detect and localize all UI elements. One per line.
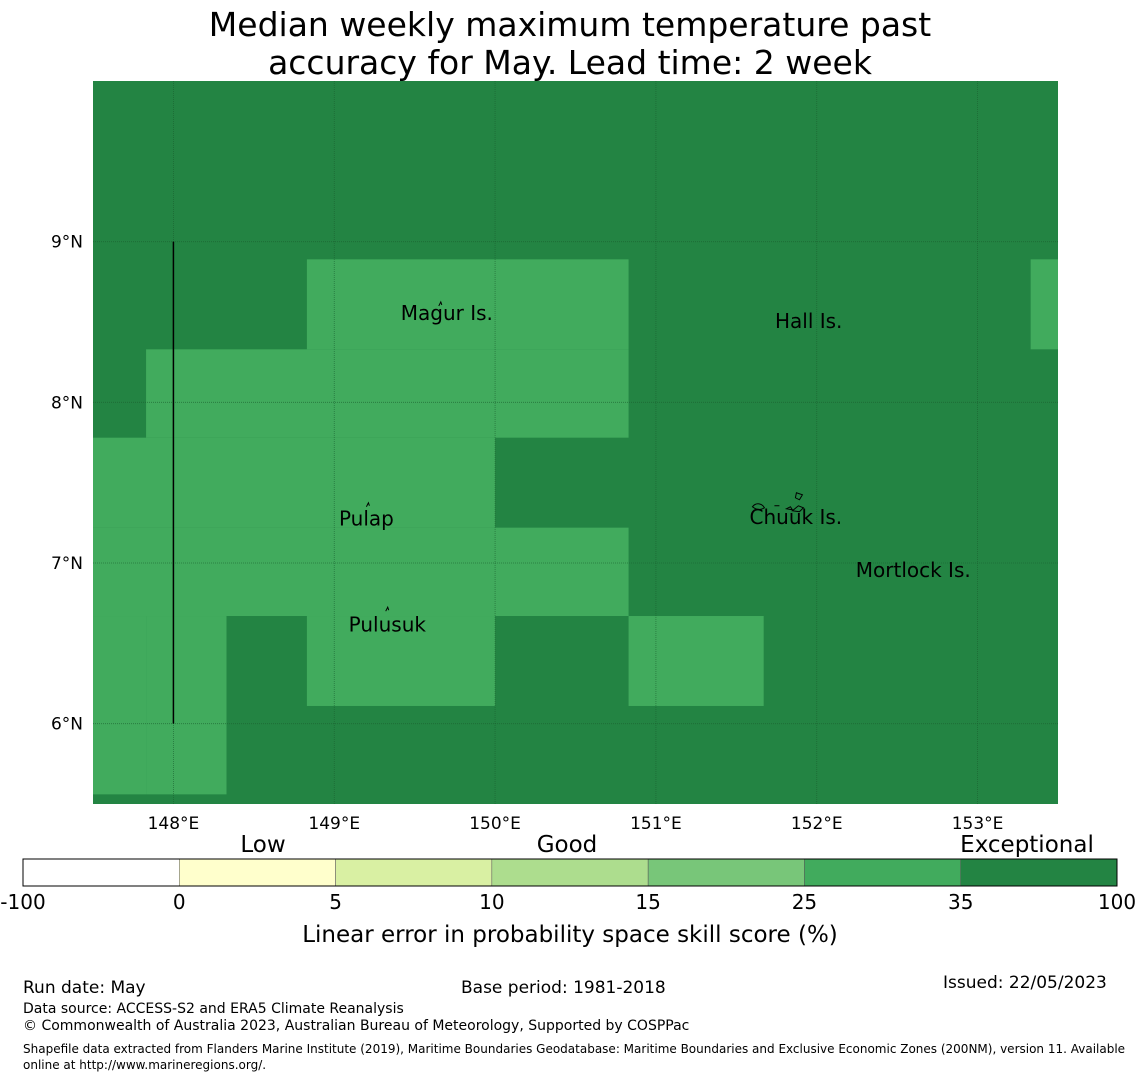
island-outline [385, 605, 390, 612]
colorbar-bin [22, 858, 180, 887]
skill-region-4 [93, 616, 147, 795]
colorbar-axis-label: Linear error in probability space skill … [302, 922, 838, 948]
lon-tick-label: 152°E [791, 814, 843, 834]
lon-tick-label: 151°E [630, 814, 682, 834]
lon-tick-label: 148°E [148, 814, 200, 834]
colorbar-tick-label: 5 [329, 890, 342, 914]
base-period: Base period: 1981-2018 [461, 978, 666, 998]
colorbar-tick-label: 15 [635, 890, 660, 914]
skill-region-8 [1030, 259, 1058, 350]
skill-region-1 [146, 349, 629, 438]
place-label: Pulusuk [349, 613, 427, 637]
colorbar-tick-label: 35 [948, 890, 973, 914]
copyright: © Commonwealth of Australia 2023, Austra… [23, 1018, 690, 1034]
colorbar-bin [804, 858, 961, 887]
skill-region-7 [628, 616, 764, 706]
place-label: Chuuk Is. [750, 505, 843, 529]
colorbar-tick-label: 25 [792, 890, 817, 914]
colorbar-bin [491, 858, 649, 887]
colorbar-frame [22, 858, 1118, 887]
place-label: Magur Is. [401, 301, 493, 325]
map-figure: 148°E 149°E 150°E 151°E 152°E 153°E 9°N 8°N 7°N 6… [0, 81, 1136, 948]
colorbar-tick-label: 100 [1098, 890, 1136, 914]
skill-region-3 [93, 527, 629, 617]
chuuk-island-outline [751, 492, 805, 513]
lon-tick-label: 153°E [952, 814, 1004, 834]
run-date: Run date: May [23, 978, 146, 998]
lat-tick-label: 8°N [51, 393, 83, 413]
data-source: Data source: ACCESS-S2 and ERA5 Climate … [23, 1001, 404, 1017]
lon-tick-label: 150°E [469, 814, 521, 834]
lat-tick-label: 9°N [51, 233, 83, 253]
colorbar-category-label: Good [537, 832, 598, 858]
issued-date: Issued: 22/05/2023 [943, 973, 1107, 993]
chart-title: Median weekly maximum temperature past a… [0, 6, 1140, 82]
title-line-2: accuracy for May. Lead time: 2 week [268, 43, 872, 82]
title-line-1: Median weekly maximum temperature past [208, 5, 932, 44]
lat-tick-label: 6°N [51, 715, 83, 735]
skill-region-5 [146, 616, 227, 795]
colorbar-category-label: Exceptional [960, 832, 1094, 858]
colorbar-bin [647, 858, 805, 887]
colorbar-tick-label: 0 [173, 890, 186, 914]
colorbar-category-label: Low [240, 832, 285, 858]
skill-region-0 [306, 259, 629, 350]
skill-region-6 [306, 616, 496, 706]
colorbar-bin [335, 858, 493, 887]
island-outline [438, 300, 443, 307]
place-label: Hall Is. [775, 309, 842, 333]
island-outline [365, 501, 370, 507]
colorbar-tick-label: -100 [0, 890, 45, 914]
shapefile-note: Shapefile data extracted from Flanders M… [23, 1042, 1126, 1072]
skill-region-2 [93, 437, 496, 528]
colorbar-tick-label: 10 [479, 890, 504, 914]
lat-tick-label: 7°N [51, 554, 83, 574]
place-label: Mortlock Is. [856, 558, 971, 582]
colorbar-bin [179, 858, 336, 887]
lon-tick-label: 149°E [308, 814, 360, 834]
colorbar-bin [960, 858, 1118, 887]
place-label: Pulap [339, 507, 394, 531]
